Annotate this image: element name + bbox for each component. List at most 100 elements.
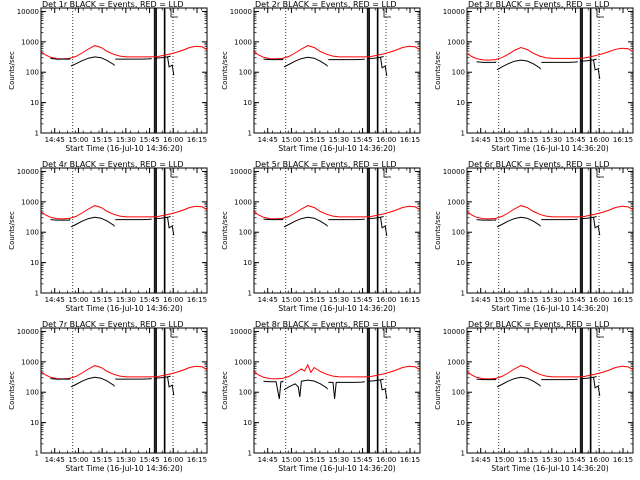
events-series-line bbox=[380, 379, 388, 400]
y-axis-label: Counts/sec bbox=[434, 51, 442, 90]
events-series-line bbox=[541, 218, 578, 221]
top-bracket-marker bbox=[596, 169, 605, 178]
events-series-line bbox=[154, 55, 171, 59]
y-tick-label: 1000 bbox=[234, 358, 252, 366]
y-tick-label: 10 bbox=[456, 99, 465, 107]
detector-panel: Det 3r BLACK = Events, RED = LLD 1 10 100 10… bbox=[426, 0, 639, 160]
x-tick-label: 16:15 bbox=[187, 296, 207, 304]
events-series-line bbox=[496, 59, 541, 71]
x-tick-label: 14:45 bbox=[45, 136, 65, 144]
y-tick-label: 100 bbox=[239, 69, 252, 77]
y-tick-label: 10 bbox=[30, 419, 39, 427]
x-tick-label: 14:45 bbox=[258, 296, 278, 304]
y-tick-label: 100 bbox=[452, 389, 465, 397]
chart-title: Det 7r BLACK = Events, RED = LLD bbox=[42, 320, 184, 329]
detector-panel: Det 9r BLACK = Events, RED = LLD 1 10 100 10… bbox=[426, 320, 639, 480]
x-tick-label: 15:15 bbox=[92, 296, 112, 304]
y-tick-label: 1 bbox=[35, 130, 39, 138]
x-tick-label: 15:45 bbox=[565, 136, 585, 144]
y-axis-label: Counts/sec bbox=[434, 211, 442, 250]
y-tick-label: 10000 bbox=[230, 168, 252, 176]
y-axis-label: Counts/sec bbox=[221, 51, 229, 90]
x-tick-label: 15:15 bbox=[305, 456, 325, 464]
x-tick-label: 16:15 bbox=[187, 456, 207, 464]
events-series-line bbox=[541, 378, 578, 381]
x-tick-label: 15:30 bbox=[329, 136, 349, 144]
y-axis-label: Counts/sec bbox=[8, 51, 16, 90]
x-tick-label: 15:30 bbox=[116, 456, 136, 464]
detector-panel: Det 8r BLACK = Events, RED = LLD 1 10 100 10… bbox=[213, 320, 426, 480]
detector-panel: Det 6r BLACK = Events, RED = LLD 1 10 100 10… bbox=[426, 160, 639, 320]
events-series-line bbox=[283, 379, 328, 397]
x-tick-label: 14:45 bbox=[471, 136, 491, 144]
events-series-line bbox=[154, 216, 171, 220]
x-tick-label: 16:00 bbox=[163, 296, 183, 304]
events-series-line bbox=[541, 61, 578, 63]
chart-svg: Det 7r BLACK = Events, RED = LLD 1 10 100 10… bbox=[8, 320, 208, 473]
events-series-line bbox=[367, 378, 384, 382]
lld-series-line bbox=[40, 365, 208, 380]
plot-frame bbox=[40, 167, 208, 294]
x-axis-label: Start Time (16-Jul-10 14:36:20) bbox=[65, 464, 182, 473]
chart-title: Det 3r BLACK = Events, RED = LLD bbox=[468, 0, 610, 9]
x-tick-label: 15:30 bbox=[542, 456, 562, 464]
x-axis-label: Start Time (16-Jul-10 14:36:20) bbox=[65, 144, 182, 153]
y-axis-label: Counts/sec bbox=[434, 371, 442, 410]
x-axis-label: Start Time (16-Jul-10 14:36:20) bbox=[491, 304, 608, 313]
chart-title: Det 1r BLACK = Events, RED = LLD bbox=[42, 0, 184, 9]
lld-series-line bbox=[253, 363, 421, 380]
x-tick-label: 16:15 bbox=[613, 456, 633, 464]
x-tick-label: 15:45 bbox=[139, 456, 159, 464]
y-tick-label: 100 bbox=[26, 229, 39, 237]
x-axis-label: Start Time (16-Jul-10 14:36:20) bbox=[65, 304, 182, 313]
events-series-line bbox=[167, 216, 175, 236]
x-tick-label: 14:45 bbox=[258, 456, 278, 464]
events-series-line bbox=[367, 216, 384, 220]
events-series-line bbox=[380, 216, 388, 237]
lld-series-line bbox=[40, 205, 208, 220]
y-tick-label: 10000 bbox=[17, 168, 39, 176]
plot-frame bbox=[253, 327, 421, 454]
y-tick-label: 10000 bbox=[17, 328, 39, 336]
detector-panel: Det 7r BLACK = Events, RED = LLD 1 10 100 10… bbox=[0, 320, 213, 480]
lld-series-line bbox=[40, 45, 208, 60]
x-tick-label: 16:00 bbox=[163, 456, 183, 464]
y-tick-label: 100 bbox=[26, 69, 39, 77]
x-tick-label: 16:00 bbox=[589, 296, 609, 304]
y-tick-label: 100 bbox=[452, 229, 465, 237]
events-series-line bbox=[580, 376, 597, 380]
events-series-line bbox=[50, 57, 71, 60]
chart-title: Det 5r BLACK = Events, RED = LLD bbox=[255, 160, 397, 169]
y-tick-label: 1000 bbox=[21, 198, 39, 206]
x-tick-label: 15:00 bbox=[68, 456, 88, 464]
chart-svg: Det 9r BLACK = Events, RED = LLD 1 10 100 10… bbox=[434, 320, 634, 473]
x-tick-label: 16:15 bbox=[613, 136, 633, 144]
events-series-line bbox=[115, 58, 152, 60]
y-tick-label: 1 bbox=[248, 290, 252, 298]
events-series-line bbox=[328, 381, 365, 400]
x-tick-label: 16:15 bbox=[187, 136, 207, 144]
y-tick-label: 10000 bbox=[230, 328, 252, 336]
plot-frame bbox=[253, 167, 421, 294]
x-tick-label: 15:15 bbox=[518, 296, 538, 304]
chart-svg: Det 3r BLACK = Events, RED = LLD 1 10 100 10… bbox=[434, 0, 634, 153]
x-tick-label: 14:45 bbox=[45, 456, 65, 464]
y-tick-label: 1 bbox=[461, 130, 465, 138]
events-series-line bbox=[70, 56, 115, 67]
y-tick-label: 10 bbox=[243, 259, 252, 267]
x-tick-label: 15:15 bbox=[305, 136, 325, 144]
y-tick-label: 1000 bbox=[447, 358, 465, 366]
x-tick-label: 15:45 bbox=[352, 136, 372, 144]
chart-title: Det 6r BLACK = Events, RED = LLD bbox=[468, 160, 610, 169]
events-series-line bbox=[167, 56, 175, 76]
y-tick-label: 1 bbox=[35, 450, 39, 458]
top-bracket-marker bbox=[596, 329, 605, 338]
top-bracket-marker bbox=[170, 329, 179, 338]
y-tick-label: 1000 bbox=[234, 198, 252, 206]
events-series-line bbox=[380, 56, 388, 77]
lld-series-line bbox=[466, 205, 634, 220]
y-tick-label: 10000 bbox=[230, 8, 252, 16]
plot-frame bbox=[40, 327, 208, 454]
x-tick-label: 15:45 bbox=[565, 456, 585, 464]
events-series-line bbox=[593, 376, 601, 397]
